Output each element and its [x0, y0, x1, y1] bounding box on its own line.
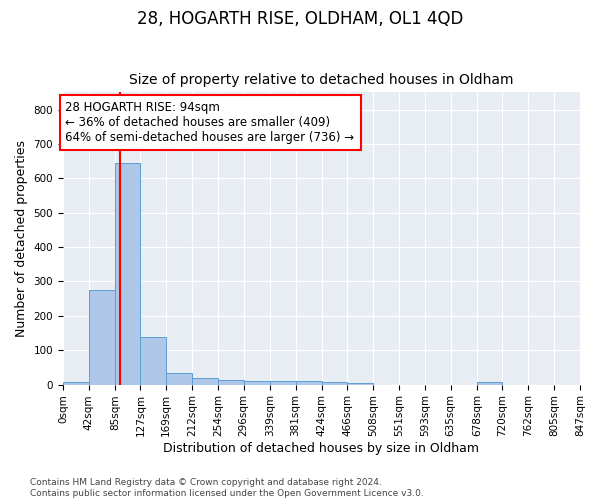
Bar	[63, 382, 89, 384]
Bar	[115, 163, 140, 384]
Bar	[166, 372, 193, 384]
Text: 28 HOGARTH RISE: 94sqm
← 36% of detached houses are smaller (409)
64% of semi-de: 28 HOGARTH RISE: 94sqm ← 36% of detached…	[65, 101, 355, 144]
Y-axis label: Number of detached properties: Number of detached properties	[15, 140, 28, 337]
Bar	[140, 337, 166, 384]
Text: 28, HOGARTH RISE, OLDHAM, OL1 4QD: 28, HOGARTH RISE, OLDHAM, OL1 4QD	[137, 10, 463, 28]
X-axis label: Distribution of detached houses by size in Oldham: Distribution of detached houses by size …	[163, 442, 479, 455]
Bar	[193, 378, 218, 384]
Bar	[347, 383, 373, 384]
Bar	[270, 381, 296, 384]
Bar	[244, 381, 270, 384]
Bar	[477, 382, 502, 384]
Title: Size of property relative to detached houses in Oldham: Size of property relative to detached ho…	[129, 73, 514, 87]
Bar	[218, 380, 244, 384]
Bar	[296, 381, 322, 384]
Bar	[89, 290, 115, 384]
Bar	[322, 382, 347, 384]
Text: Contains HM Land Registry data © Crown copyright and database right 2024.
Contai: Contains HM Land Registry data © Crown c…	[30, 478, 424, 498]
